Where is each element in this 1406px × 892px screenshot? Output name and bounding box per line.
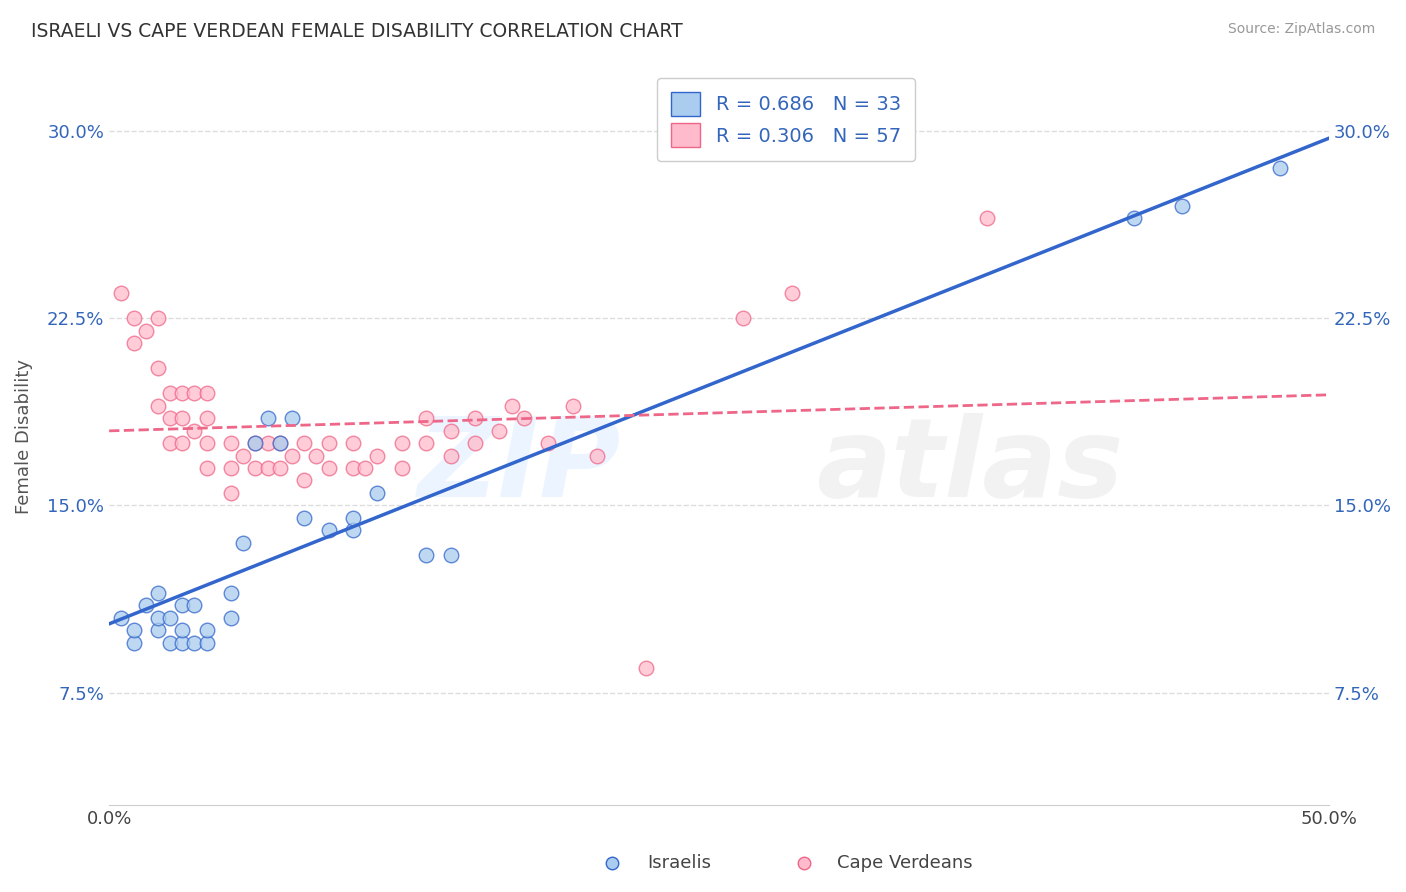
Point	[354, 461, 377, 475]
Text: ZIP: ZIP	[418, 413, 621, 520]
Point	[159, 636, 181, 650]
Point	[586, 449, 609, 463]
Text: Israelis: Israelis	[647, 855, 711, 872]
Point	[122, 636, 145, 650]
Point	[366, 449, 388, 463]
Point	[292, 474, 315, 488]
Point	[342, 511, 364, 525]
Point	[146, 399, 169, 413]
Point	[146, 311, 169, 326]
Point	[269, 461, 291, 475]
Point	[135, 599, 157, 613]
Point	[146, 361, 169, 376]
Point	[415, 549, 437, 563]
Point	[269, 436, 291, 450]
Point	[219, 486, 242, 500]
Point	[561, 399, 583, 413]
Point	[342, 461, 364, 475]
Point	[245, 436, 267, 450]
Point	[146, 624, 169, 638]
Point	[391, 436, 413, 450]
Point	[513, 411, 536, 425]
Point	[976, 211, 998, 226]
Legend: R = 0.686   N = 33, R = 0.306   N = 57: R = 0.686 N = 33, R = 0.306 N = 57	[658, 78, 914, 161]
Point	[159, 386, 181, 401]
Point	[183, 599, 205, 613]
Point	[318, 461, 340, 475]
Point	[305, 449, 328, 463]
Point	[172, 636, 194, 650]
Point	[232, 449, 254, 463]
Point	[269, 436, 291, 450]
Point	[537, 436, 560, 450]
Point	[440, 549, 463, 563]
Point	[159, 411, 181, 425]
Point	[195, 624, 218, 638]
Point	[464, 436, 486, 450]
Point	[256, 436, 278, 450]
Point	[281, 411, 304, 425]
Point	[172, 599, 194, 613]
Point	[195, 636, 218, 650]
Point	[219, 611, 242, 625]
Point	[415, 411, 437, 425]
Point	[183, 424, 205, 438]
Point	[195, 411, 218, 425]
Point	[219, 461, 242, 475]
Point	[172, 411, 194, 425]
Text: Cape Verdeans: Cape Verdeans	[837, 855, 972, 872]
Point	[318, 436, 340, 450]
Point	[281, 449, 304, 463]
Point	[195, 436, 218, 450]
Point	[110, 286, 132, 301]
Point	[172, 436, 194, 450]
Point	[232, 536, 254, 550]
Point	[391, 461, 413, 475]
Point	[292, 511, 315, 525]
Point	[780, 286, 803, 301]
Point	[292, 436, 315, 450]
Point	[183, 386, 205, 401]
Point	[1171, 199, 1194, 213]
Point	[146, 586, 169, 600]
Point	[256, 411, 278, 425]
Point	[172, 386, 194, 401]
Point	[172, 624, 194, 638]
Point	[634, 661, 657, 675]
Y-axis label: Female Disability: Female Disability	[15, 359, 32, 515]
Point	[183, 636, 205, 650]
Point	[195, 461, 218, 475]
Point	[501, 399, 523, 413]
Point	[122, 336, 145, 351]
Point	[318, 524, 340, 538]
Point	[135, 324, 157, 338]
Point	[122, 311, 145, 326]
Point	[342, 524, 364, 538]
Point	[366, 486, 388, 500]
Point	[110, 611, 132, 625]
Point	[159, 436, 181, 450]
Point	[219, 586, 242, 600]
Point	[122, 624, 145, 638]
Point	[440, 424, 463, 438]
Text: Source: ZipAtlas.com: Source: ZipAtlas.com	[1227, 22, 1375, 37]
Text: ISRAELI VS CAPE VERDEAN FEMALE DISABILITY CORRELATION CHART: ISRAELI VS CAPE VERDEAN FEMALE DISABILIT…	[31, 22, 683, 41]
Point	[245, 436, 267, 450]
Point	[415, 436, 437, 450]
Text: atlas: atlas	[817, 413, 1123, 520]
Point	[464, 411, 486, 425]
Point	[1268, 161, 1291, 176]
Point	[219, 436, 242, 450]
Point	[245, 461, 267, 475]
Point	[195, 386, 218, 401]
Point	[342, 436, 364, 450]
Point	[733, 311, 755, 326]
Point	[1122, 211, 1144, 226]
Point	[440, 449, 463, 463]
Point	[159, 611, 181, 625]
Point	[146, 611, 169, 625]
Point	[256, 461, 278, 475]
Point	[488, 424, 510, 438]
